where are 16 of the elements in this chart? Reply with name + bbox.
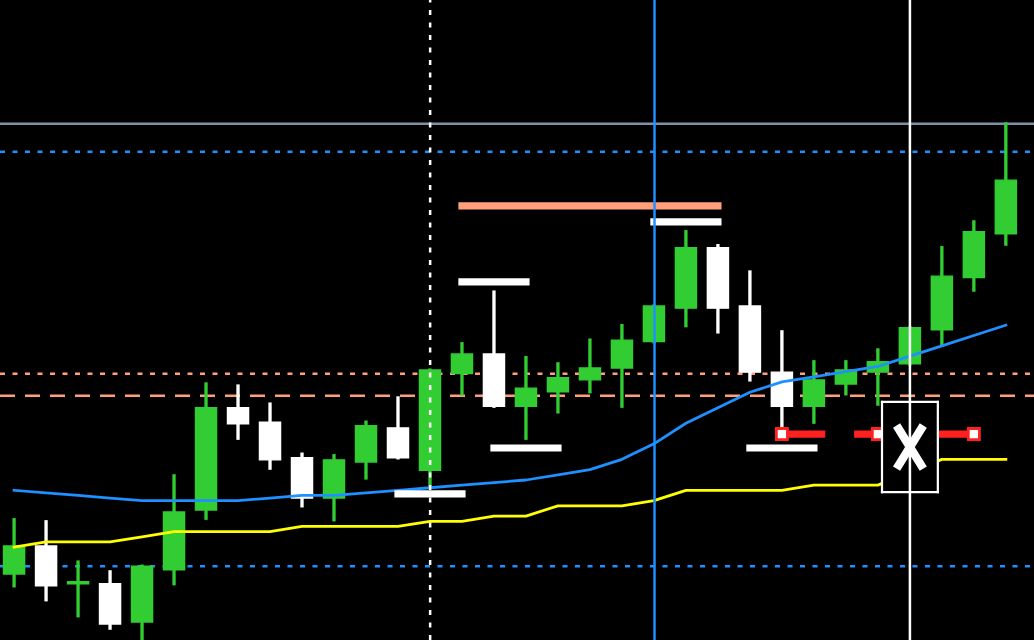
candlestick bbox=[354, 420, 378, 480]
candlestick bbox=[322, 454, 346, 522]
candlestick bbox=[962, 220, 986, 292]
candlestick bbox=[546, 362, 570, 414]
candlestick bbox=[802, 360, 826, 424]
candlestick bbox=[98, 570, 122, 630]
candlestick bbox=[610, 324, 634, 408]
candlestick bbox=[226, 384, 250, 440]
candlestick bbox=[258, 402, 282, 470]
candlestick bbox=[34, 520, 58, 602]
candlestick bbox=[514, 356, 538, 440]
candlestick bbox=[2, 518, 26, 588]
candlestick bbox=[450, 342, 474, 396]
candlestick bbox=[386, 396, 410, 460]
candlestick bbox=[290, 452, 314, 508]
candlestick bbox=[578, 338, 602, 394]
